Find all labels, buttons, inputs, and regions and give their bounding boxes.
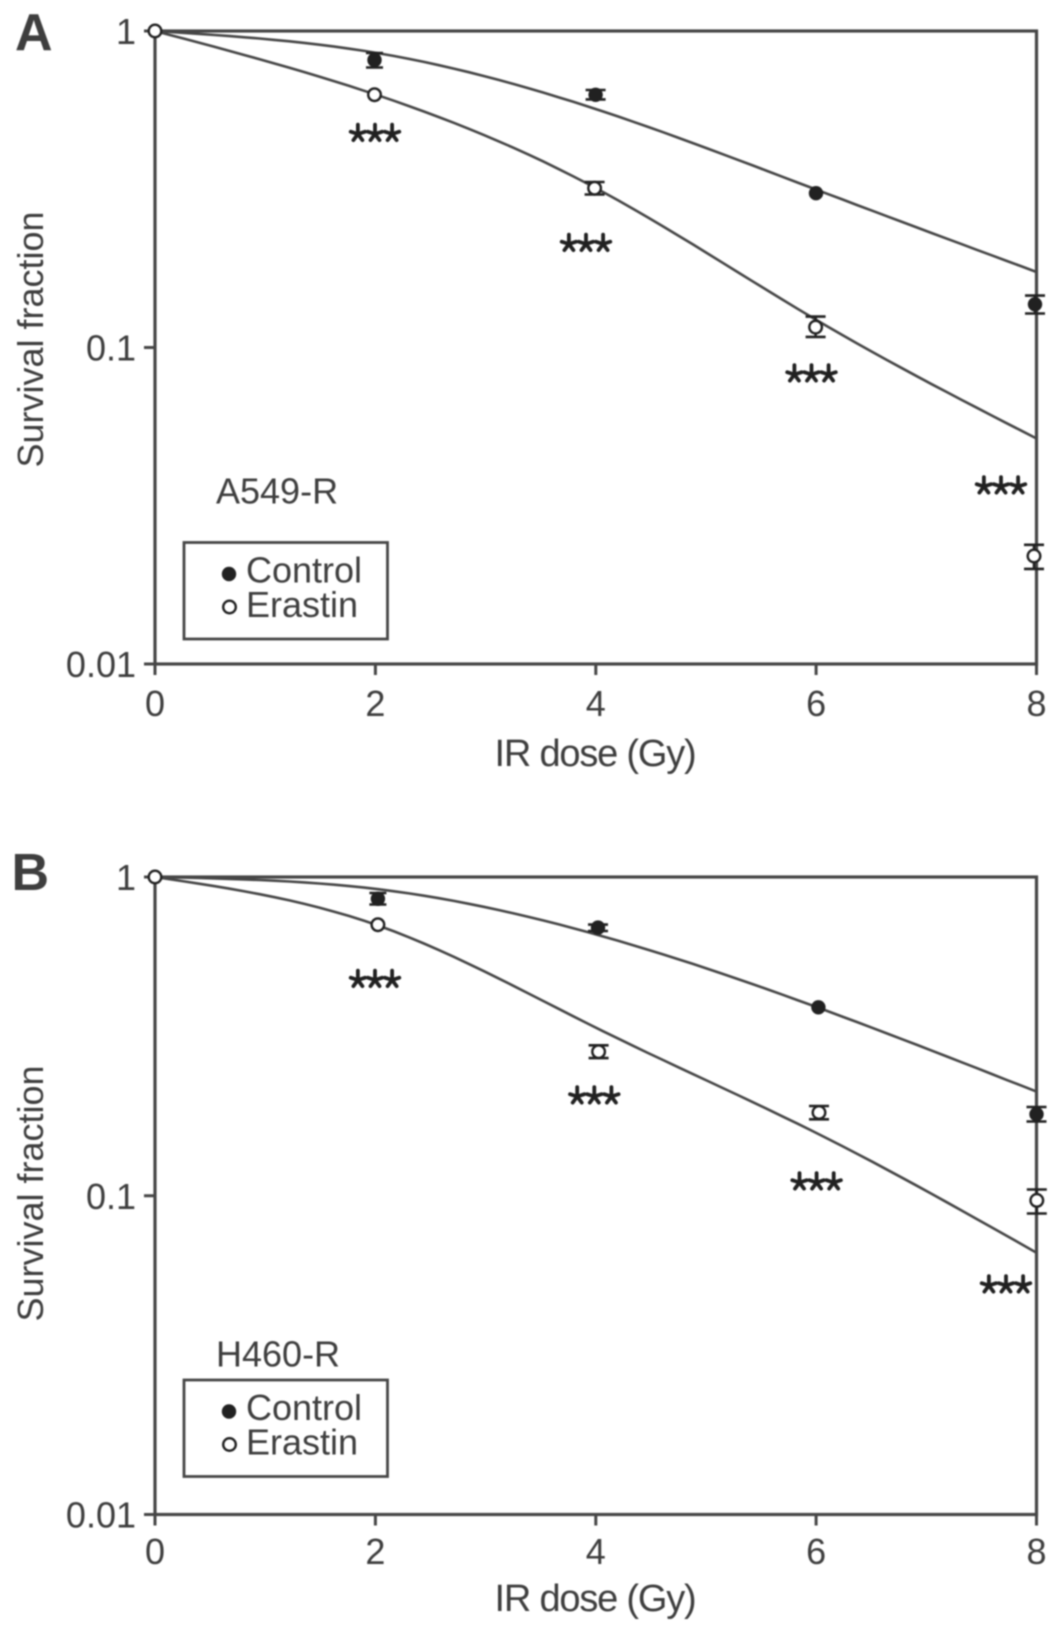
svg-text:6: 6: [806, 683, 826, 724]
svg-text:A: A: [15, 4, 53, 62]
svg-text:Control: Control: [246, 550, 362, 591]
svg-text:Erastin: Erastin: [246, 584, 358, 625]
svg-text:8: 8: [1026, 683, 1046, 724]
svg-text:6: 6: [806, 1531, 826, 1572]
svg-text:IR dose (Gy): IR dose (Gy): [495, 1578, 696, 1620]
svg-text:2: 2: [365, 1531, 385, 1572]
svg-text:4: 4: [586, 683, 606, 724]
svg-text:IR dose (Gy): IR dose (Gy): [495, 733, 696, 775]
svg-text:Erastin: Erastin: [246, 1422, 358, 1463]
svg-text:Survival fraction: Survival fraction: [10, 211, 51, 467]
svg-text:8: 8: [1026, 1531, 1046, 1572]
svg-text:0.1: 0.1: [86, 328, 136, 369]
svg-text:2: 2: [365, 683, 385, 724]
svg-text:0.1: 0.1: [86, 1176, 136, 1217]
svg-text:H460-R: H460-R: [216, 1334, 340, 1375]
svg-text:Survival fraction: Survival fraction: [10, 1065, 51, 1321]
svg-text:A549-R: A549-R: [216, 471, 338, 512]
svg-text:Control: Control: [246, 1387, 362, 1428]
svg-text:B: B: [12, 844, 50, 902]
svg-text:0: 0: [145, 1531, 165, 1572]
svg-text:1: 1: [116, 857, 136, 898]
svg-text:0.01: 0.01: [66, 1495, 136, 1536]
svg-text:1: 1: [116, 11, 136, 52]
svg-text:0.01: 0.01: [66, 644, 136, 685]
svg-text:0: 0: [145, 683, 165, 724]
svg-text:4: 4: [586, 1531, 606, 1572]
